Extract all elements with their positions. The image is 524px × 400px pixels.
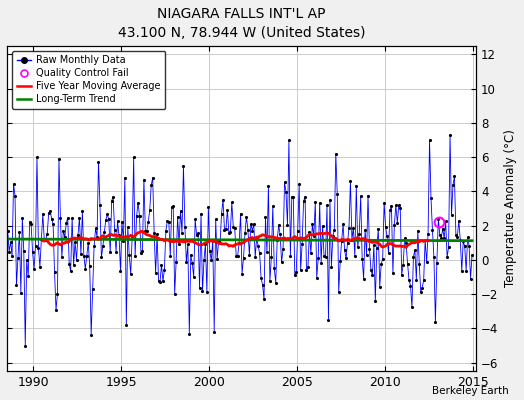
Y-axis label: Temperature Anomaly (°C): Temperature Anomaly (°C) [504, 130, 517, 288]
Legend: Raw Monthly Data, Quality Control Fail, Five Year Moving Average, Long-Term Tren: Raw Monthly Data, Quality Control Fail, … [12, 51, 166, 109]
Text: Berkeley Earth: Berkeley Earth [432, 386, 508, 396]
Title: NIAGARA FALLS INT'L AP
43.100 N, 78.944 W (United States): NIAGARA FALLS INT'L AP 43.100 N, 78.944 … [118, 7, 365, 40]
